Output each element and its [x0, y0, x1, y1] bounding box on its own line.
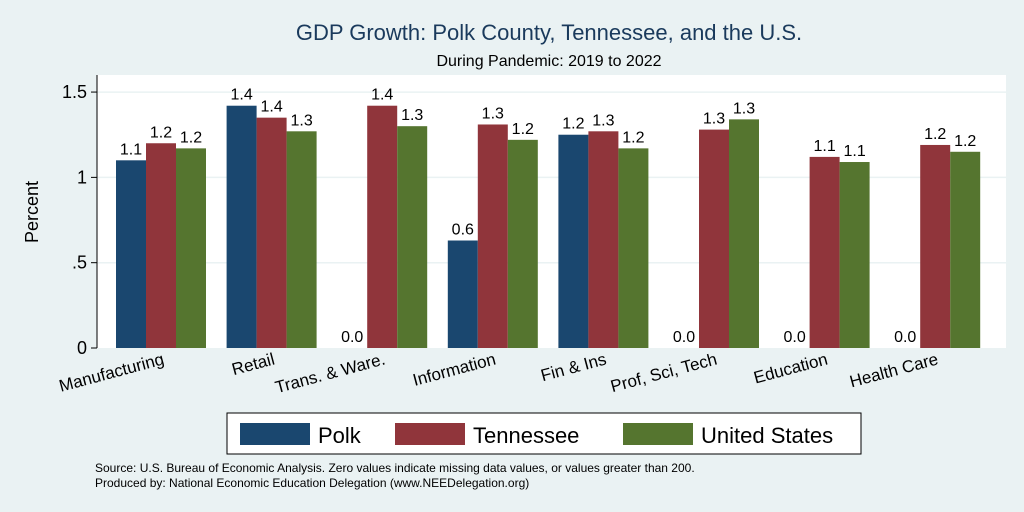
producer-note: Produced by: National Economic Education…: [95, 476, 529, 490]
data-label-tennessee-retail: 1.4: [260, 99, 282, 116]
x-tick-label-fin-ins: Fin & Ins: [539, 350, 609, 386]
data-label-tennessee-prof-sci-tech: 1.3: [703, 111, 725, 128]
data-label-united-states-health-care: 1.2: [954, 133, 976, 150]
legend-label-polk: Polk: [318, 423, 362, 448]
bar-tennessee-health-care: [920, 144, 951, 348]
x-tick-label-manufacturing: Manufacturing: [57, 350, 166, 396]
bar-united-states-trans-ware: [397, 126, 428, 348]
x-tick-label-health-care: Health Care: [848, 350, 941, 392]
bar-tennessee-fin-ins: [588, 131, 619, 348]
data-label-polk-health-care: 0.0: [894, 329, 916, 346]
y-axis-label: Percent: [22, 181, 42, 243]
data-label-polk-retail: 1.4: [230, 87, 252, 104]
data-label-united-states-education: 1.1: [843, 143, 865, 160]
bar-polk-information: [447, 240, 478, 348]
bar-united-states-prof-sci-tech: [729, 119, 759, 348]
legend-label-united-states: United States: [701, 423, 833, 448]
bar-united-states-health-care: [950, 151, 981, 348]
legend-swatch-polk: [240, 423, 310, 445]
data-label-polk-prof-sci-tech: 0.0: [673, 329, 695, 346]
bar-united-states-information: [507, 139, 538, 348]
bar-tennessee-trans-ware: [367, 105, 398, 349]
data-label-tennessee-education: 1.1: [813, 138, 835, 155]
bars: [116, 105, 981, 349]
data-label-united-states-trans-ware: 1.3: [401, 107, 423, 124]
bar-tennessee-information: [477, 124, 508, 348]
data-label-polk-information: 0.6: [452, 222, 474, 239]
source-note: Source: U.S. Bureau of Economic Analysis…: [95, 461, 695, 475]
data-label-united-states-prof-sci-tech: 1.3: [733, 100, 755, 117]
legend-box: [226, 412, 862, 455]
bar-polk-retail: [226, 105, 257, 349]
data-label-united-states-manufacturing: 1.2: [180, 129, 202, 146]
bar-united-states-fin-ins: [618, 148, 649, 348]
y-tick-label: 0: [77, 338, 87, 358]
bar-united-states-manufacturing: [176, 148, 206, 348]
chart-title: GDP Growth: Polk County, Tennessee, and …: [296, 20, 802, 45]
bar-tennessee-manufacturing: [146, 143, 176, 348]
chart-subtitle: During Pandemic: 2019 to 2022: [436, 53, 661, 70]
x-tick-label-information: Information: [411, 350, 498, 390]
data-label-tennessee-manufacturing: 1.2: [150, 124, 172, 141]
data-label-tennessee-fin-ins: 1.3: [592, 112, 614, 129]
y-tick-label: 1.5: [62, 82, 87, 102]
data-label-polk-fin-ins: 1.2: [562, 116, 584, 133]
legend-swatch-tennessee: [395, 423, 465, 445]
x-tick-label-retail: Retail: [230, 350, 277, 380]
bar-tennessee-prof-sci-tech: [699, 129, 729, 348]
bar-united-states-retail: [286, 131, 317, 348]
data-label-united-states-retail: 1.3: [290, 112, 312, 129]
data-label-polk-manufacturing: 1.1: [120, 141, 142, 158]
bar-united-states-education: [839, 162, 870, 348]
bar-tennessee-retail: [256, 117, 287, 348]
data-label-tennessee-information: 1.3: [482, 105, 504, 122]
x-tick-label-education: Education: [752, 350, 830, 388]
data-label-tennessee-trans-ware: 1.4: [371, 87, 393, 104]
bar-tennessee-education: [809, 156, 840, 348]
data-label-polk-trans-ware: 0.0: [341, 329, 363, 346]
data-labels: 1.1 1.2 1.2 1.4 1.4 1.3 0.0 1.4 1.3 0.6 1.3 1.2 1.2 1…: [120, 87, 977, 346]
data-label-united-states-information: 1.2: [512, 121, 534, 138]
y-tick-label: .5: [72, 253, 87, 273]
y-axis-ticks: 0 .5 1 1.5: [62, 82, 97, 358]
bar-polk-fin-ins: [558, 134, 589, 348]
data-label-united-states-fin-ins: 1.2: [622, 129, 644, 146]
x-tick-label-prof-sci-tech: Prof, Sci, Tech: [609, 350, 719, 397]
legend-swatch-united-states: [623, 423, 693, 445]
x-tick-label-trans-ware: Trans. & Ware.: [273, 350, 387, 398]
data-label-tennessee-health-care: 1.2: [924, 126, 946, 143]
bar-polk-manufacturing: [116, 160, 146, 348]
data-label-polk-education: 0.0: [783, 329, 805, 346]
legend-label-tennessee: Tennessee: [473, 423, 579, 448]
legend: Polk Tennessee United States: [226, 412, 862, 455]
y-tick-label: 1: [77, 167, 87, 187]
